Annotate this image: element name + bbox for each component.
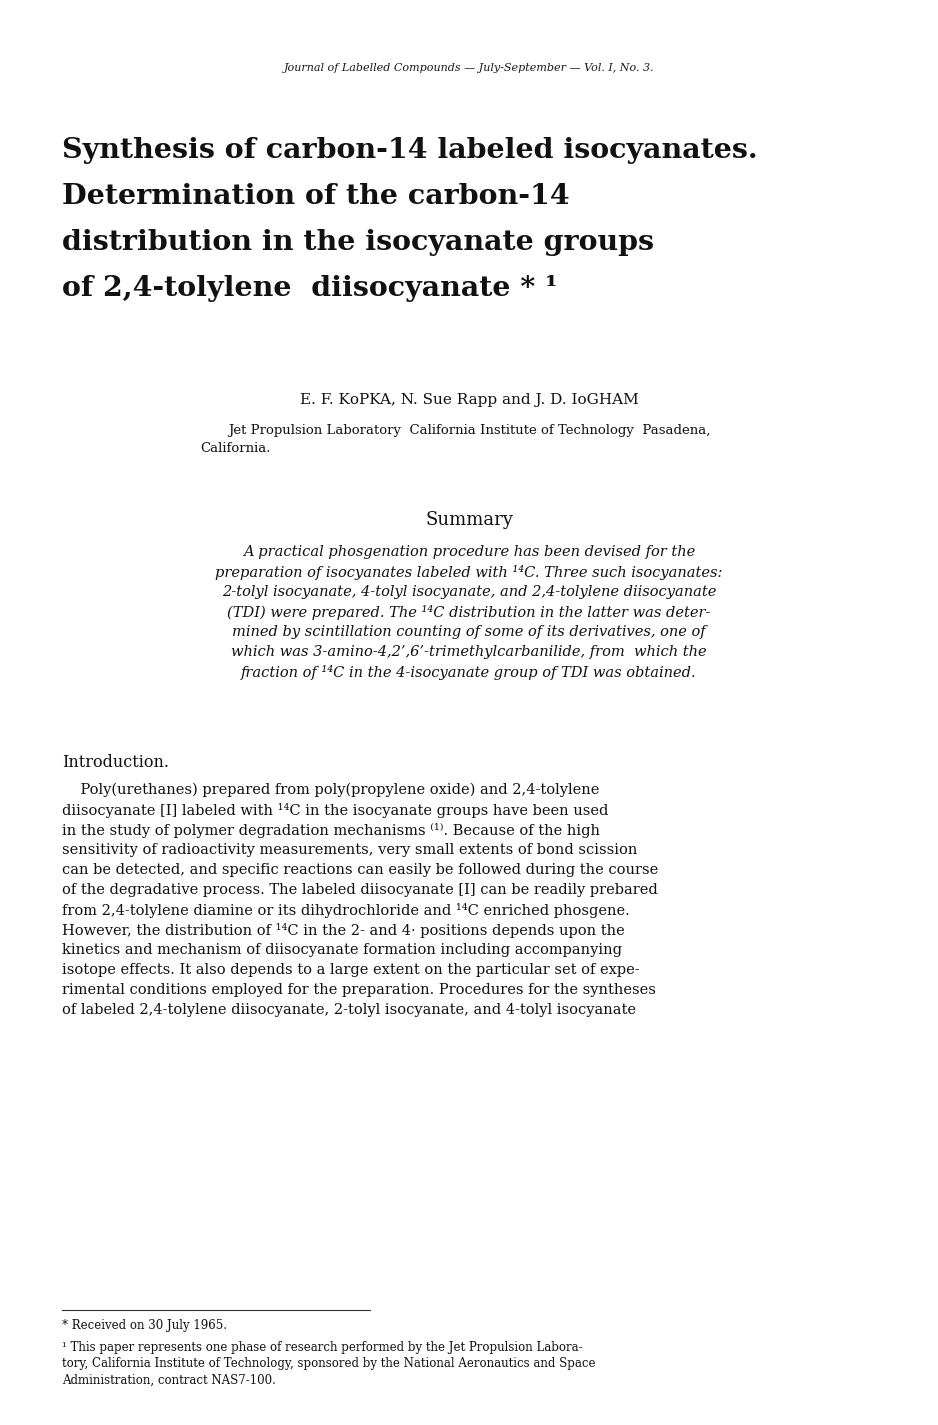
Text: in the study of polymer degradation mechanisms ⁽¹⁾. Because of the high: in the study of polymer degradation mech… [62, 822, 600, 838]
Text: of the degradative process. The labeled diisocyanate [I] can be readily prebared: of the degradative process. The labeled … [62, 884, 658, 896]
Text: * Received on 30 July 1965.: * Received on 30 July 1965. [62, 1318, 227, 1331]
Text: California.: California. [200, 442, 270, 455]
Text: mined by scintillation counting of some of its derivatives, one of: mined by scintillation counting of some … [233, 626, 705, 638]
Text: of 2,4-tolylene  diisocyanate * ¹: of 2,4-tolylene diisocyanate * ¹ [62, 275, 557, 302]
Text: sensitivity of radioactivity measurements, very small extents of bond scission: sensitivity of radioactivity measurement… [62, 844, 638, 856]
Text: Jet Propulsion Laboratory  California Institute of Technology  Pasadena,: Jet Propulsion Laboratory California Ins… [228, 423, 710, 436]
Text: Introduction.: Introduction. [62, 754, 169, 771]
Text: which was 3-amino-4,2’,6’-trimethylcarbanilide, from  which the: which was 3-amino-4,2’,6’-trimethylcarba… [231, 646, 707, 658]
Text: rimental conditions employed for the preparation. Procedures for the syntheses: rimental conditions employed for the pre… [62, 983, 656, 997]
Text: Poly(urethanes) prepared from poly(propylene oxide) and 2,4-tolylene: Poly(urethanes) prepared from poly(propy… [62, 782, 599, 797]
Text: However, the distribution of ¹⁴C in the 2- and 4· positions depends upon the: However, the distribution of ¹⁴C in the … [62, 922, 625, 938]
Text: Journal of Labelled Compounds — July-September — Vol. I, No. 3.: Journal of Labelled Compounds — July-Sep… [283, 63, 655, 73]
Text: Synthesis of carbon-14 labeled isocyanates.: Synthesis of carbon-14 labeled isocyanat… [62, 137, 758, 164]
Text: A practical phosgenation procedure has been devised for the: A practical phosgenation procedure has b… [243, 544, 695, 559]
Text: isotope effects. It also depends to a large extent on the particular set of expe: isotope effects. It also depends to a la… [62, 963, 640, 978]
Text: E. F. KᴏPKA, N. Sue Rapp and J. D. IᴏGHAM: E. F. KᴏPKA, N. Sue Rapp and J. D. IᴏGHA… [299, 393, 639, 408]
Text: fraction of ¹⁴C in the 4-isocyanate group of TDI was obtained.: fraction of ¹⁴C in the 4-isocyanate grou… [241, 664, 697, 680]
Text: Summary: Summary [425, 512, 513, 529]
Text: (TDI) were prepared. The ¹⁴C distribution in the latter was deter-: (TDI) were prepared. The ¹⁴C distributio… [227, 604, 711, 620]
Text: diisocyanate [I] labeled with ¹⁴C in the isocyanate groups have been used: diisocyanate [I] labeled with ¹⁴C in the… [62, 802, 609, 818]
Text: of labeled 2,4-tolylene diisocyanate, 2-tolyl isocyanate, and 4-tolyl isocyanate: of labeled 2,4-tolylene diisocyanate, 2-… [62, 1003, 636, 1017]
Text: can be detected, and specific reactions can easily be followed during the course: can be detected, and specific reactions … [62, 864, 658, 876]
Text: preparation of isocyanates labeled with ¹⁴C. Three such isocyanates:: preparation of isocyanates labeled with … [216, 564, 722, 580]
Text: 2-tolyl isocyanate, 4-tolyl isocyanate, and 2,4-tolylene diisocyanate: 2-tolyl isocyanate, 4-tolyl isocyanate, … [221, 586, 717, 598]
Text: from 2,4-tolylene diamine or its dihydrochloride and ¹⁴C enriched phosgene.: from 2,4-tolylene diamine or its dihydro… [62, 902, 629, 918]
Text: ¹ This paper represents one phase of research performed by the Jet Propulsion La: ¹ This paper represents one phase of res… [62, 1341, 582, 1355]
Text: distribution in the isocyanate groups: distribution in the isocyanate groups [62, 228, 654, 255]
Text: tory, California Institute of Technology, sponsored by the National Aeronautics : tory, California Institute of Technology… [62, 1358, 596, 1371]
Text: Administration, contract NAS7-100.: Administration, contract NAS7-100. [62, 1374, 276, 1387]
Text: kinetics and mechanism of diisocyanate formation including accompanying: kinetics and mechanism of diisocyanate f… [62, 943, 622, 958]
Text: Determination of the carbon-14: Determination of the carbon-14 [62, 182, 569, 209]
